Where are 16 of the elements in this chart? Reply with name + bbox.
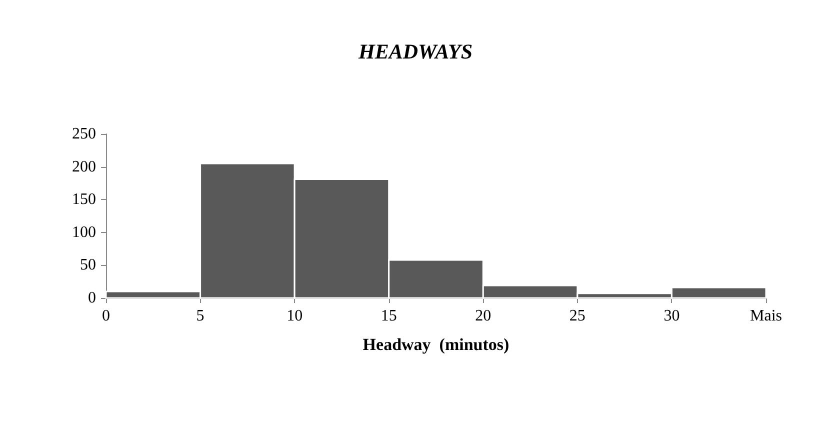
- y-tick-label: 150: [72, 191, 96, 208]
- x-tick-label: 0: [102, 308, 110, 324]
- y-tick-label: 200: [72, 158, 96, 176]
- x-axis-title: Headway (minutos): [362, 335, 510, 354]
- y-tick-label: 50: [80, 256, 96, 274]
- x-tick-label: Mais: [750, 308, 782, 324]
- chart-title: HEADWAYS: [358, 40, 472, 64]
- y-tick-label: 0: [88, 290, 96, 306]
- x-tick-label: 10: [286, 308, 303, 324]
- x-tick-label: 25: [569, 308, 586, 324]
- x-tick-label: 5: [196, 308, 204, 324]
- y-tick-label: 250: [72, 126, 96, 142]
- y-tick-label: 100: [72, 224, 96, 241]
- x-tick-label: 20: [475, 308, 492, 324]
- x-tick-label: 15: [380, 308, 397, 324]
- x-tick-label: 30: [664, 308, 680, 324]
